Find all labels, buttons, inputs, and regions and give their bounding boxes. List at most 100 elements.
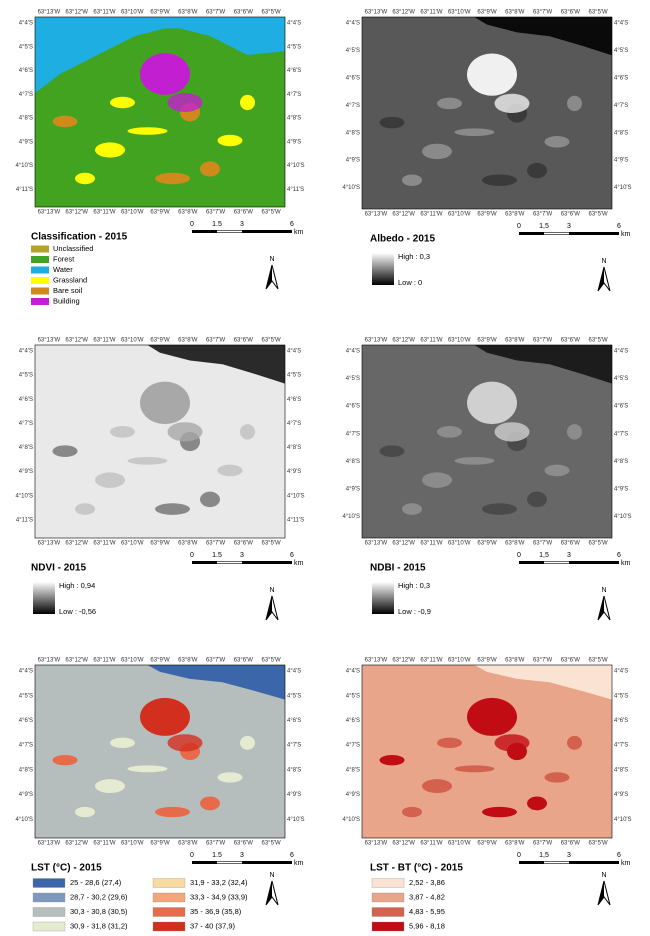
latitude-label: 4°10'S xyxy=(614,185,632,191)
urban-area xyxy=(167,422,203,442)
longitude-label: 63°13'W xyxy=(38,658,61,664)
latitude-label: 4°6'S xyxy=(614,404,628,410)
longitude-label: 63°8'W xyxy=(178,541,198,547)
latitude-label: 4°7'S xyxy=(346,103,360,109)
longitude-label: 63°5'W xyxy=(262,658,282,664)
land-patch xyxy=(75,806,95,818)
longitude-label: 63°6'W xyxy=(561,658,581,664)
map-frame xyxy=(361,16,613,210)
latitude-label: 4°5'S xyxy=(346,376,360,382)
latitude-label: 4°4'S xyxy=(19,669,33,675)
scale-label: 3 xyxy=(567,223,571,230)
north-label: N xyxy=(601,872,606,879)
legend-label: Low : 0 xyxy=(398,278,422,287)
land-patch xyxy=(240,424,255,440)
longitude-label: 63°6'W xyxy=(561,841,581,847)
land-patch xyxy=(527,162,547,179)
longitude-label: 63°8'W xyxy=(178,338,198,344)
legend-swatch xyxy=(152,892,186,903)
map-panel xyxy=(34,664,286,839)
scale-label: 3 xyxy=(240,221,244,228)
longitude-label: 63°12'W xyxy=(65,10,88,16)
latitude-label: 4°10'S xyxy=(287,493,305,499)
longitude-label: 63°7'W xyxy=(206,841,226,847)
longitude-label: 63°13'W xyxy=(365,658,388,664)
longitude-label: 63°5'W xyxy=(589,658,609,664)
river xyxy=(147,345,285,384)
latitude-label: 4°4'S xyxy=(287,21,301,27)
legend-label: 30,3 - 30,8 (30,5) xyxy=(70,907,128,916)
latitude-label: 4°9'S xyxy=(19,139,33,145)
north-arrow xyxy=(598,267,604,291)
longitude-label: 63°10'W xyxy=(121,338,144,344)
longitude-label: 63°9'W xyxy=(150,541,170,547)
longitude-label: 63°7'W xyxy=(533,338,553,344)
land-patch xyxy=(567,424,582,440)
latitude-label: 4°9'S xyxy=(287,792,301,798)
latitude-label: 4°8'S xyxy=(287,116,301,122)
land-patch xyxy=(127,765,168,773)
longitude-label: 63°6'W xyxy=(234,10,254,16)
longitude-label: 63°5'W xyxy=(589,541,609,547)
latitude-label: 4°4'S xyxy=(19,349,33,355)
longitude-label: 63°11'W xyxy=(93,841,115,847)
longitude-label: 63°10'W xyxy=(448,338,471,344)
north-label: N xyxy=(601,258,606,265)
scale-unit: km xyxy=(294,860,304,867)
legend-label: Grassland xyxy=(53,275,87,284)
longitude-label: 63°9'W xyxy=(477,10,497,16)
river xyxy=(147,665,285,700)
latitude-label: 4°8'S xyxy=(346,459,360,465)
scale-label: 1.5 xyxy=(212,221,222,228)
longitude-label: 63°9'W xyxy=(150,10,170,16)
land-patch xyxy=(402,503,422,515)
scale-label: 1,5 xyxy=(539,223,549,230)
latitude-label: 4°10'S xyxy=(342,817,360,823)
land-patch xyxy=(422,779,452,794)
latitude-label: 4°7'S xyxy=(614,743,628,749)
scale-label: 0 xyxy=(190,852,194,859)
latitude-label: 4°4'S xyxy=(614,21,628,27)
river xyxy=(474,665,612,700)
scale-label: 0 xyxy=(517,223,521,230)
legend-swatch xyxy=(371,907,405,917)
map-panel xyxy=(34,16,286,208)
legend-label: 30,9 - 31,8 (31,2) xyxy=(70,921,128,930)
north-arrow xyxy=(598,881,604,905)
latitude-label: 4°7'S xyxy=(287,743,301,749)
land-patch xyxy=(127,127,168,135)
latitude-label: 4°8'S xyxy=(614,459,628,465)
longitude-label: 63°9'W xyxy=(477,658,497,664)
legend-label: Bare soil xyxy=(53,286,83,295)
longitude-label: 63°13'W xyxy=(365,541,388,547)
latitude-label: 4°7'S xyxy=(614,431,628,437)
river xyxy=(474,17,612,56)
land-patch xyxy=(379,116,405,129)
longitude-label: 63°5'W xyxy=(262,10,282,16)
longitude-label: 63°11'W xyxy=(420,841,442,847)
river xyxy=(474,345,612,384)
scale-label: 6 xyxy=(617,552,621,559)
latitude-label: 4°10'S xyxy=(342,185,360,191)
latitude-label: 4°9'S xyxy=(287,469,301,475)
urban-area xyxy=(140,53,190,95)
latitude-label: 4°4'S xyxy=(614,349,628,355)
longitude-label: 63°10'W xyxy=(448,541,471,547)
legend-label: 4,83 - 5,95 xyxy=(409,907,445,916)
land-patch xyxy=(544,464,570,477)
latitude-label: 4°8'S xyxy=(19,116,33,122)
land-patch xyxy=(567,735,582,750)
longitude-label: 63°11'W xyxy=(93,338,115,344)
legend-swatch xyxy=(152,878,186,888)
map-frame xyxy=(34,664,286,839)
north-arrow xyxy=(266,881,272,905)
longitude-label: 63°8'W xyxy=(505,658,525,664)
longitude-label: 63°9'W xyxy=(150,841,170,847)
longitude-label: 63°9'W xyxy=(477,338,497,344)
legend-swatch xyxy=(371,921,405,932)
longitude-label: 63°6'W xyxy=(561,10,581,16)
latitude-label: 4°5'S xyxy=(19,693,33,699)
longitude-label: 63°11'W xyxy=(93,541,115,547)
scale-unit: km xyxy=(294,560,304,567)
